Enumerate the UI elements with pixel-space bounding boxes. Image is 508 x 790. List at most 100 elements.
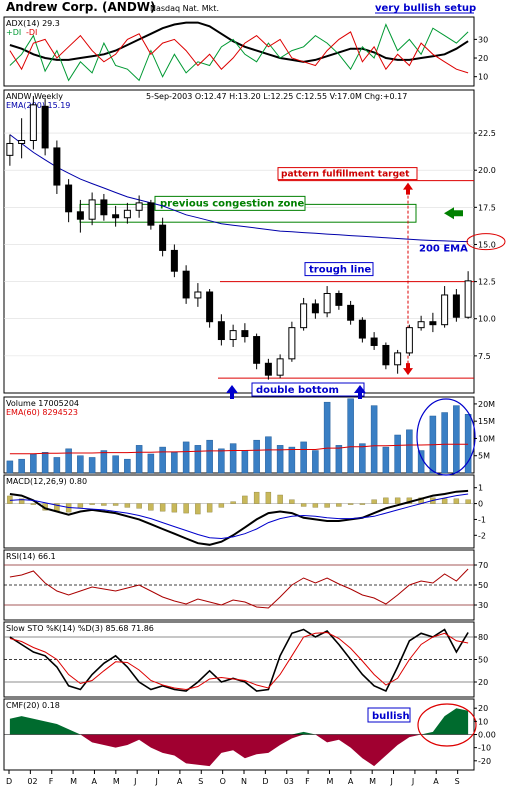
y-tick-label: 0	[478, 500, 483, 509]
volume-bar	[453, 405, 460, 474]
x-tick-label: M	[369, 777, 376, 786]
candle-body	[76, 211, 84, 220]
candle-body	[206, 291, 214, 323]
candle-body	[65, 184, 73, 213]
candle-body	[241, 330, 249, 338]
volume-bar	[370, 405, 378, 474]
volume-bar	[88, 457, 96, 474]
x-tick-label: A	[348, 777, 354, 786]
adx-header: ADX(14) 29.3	[6, 19, 60, 28]
candle-body	[441, 294, 449, 326]
price-ema-legend: EMA(200) 15.19	[6, 101, 70, 110]
candle-body	[382, 344, 390, 366]
macd-header: MACD(12,26,9) 0.80	[6, 477, 87, 486]
panel-frame-price	[3, 89, 475, 394]
macd-histogram-bar	[300, 503, 307, 507]
volume-bar	[406, 429, 413, 474]
congestion-zone-label: previous congestion zone	[160, 198, 305, 209]
macd-histogram-bar	[112, 503, 119, 506]
candle-body	[88, 199, 96, 220]
volume-bar	[323, 401, 331, 474]
candle-body	[464, 280, 472, 318]
y-tick-label: 1	[478, 484, 483, 493]
x-tick-label: M	[326, 777, 333, 786]
adx-legend-plus-di: +DI	[6, 28, 21, 37]
y-tick-label: 5M	[478, 452, 490, 461]
y-tick-label: 30	[478, 35, 488, 44]
candle-body	[123, 209, 131, 219]
y-tick-label: 10	[478, 73, 488, 82]
exchange-label: Nasdaq Nat. Mkt.	[150, 4, 219, 13]
cmf-highlight-ellipse	[417, 703, 477, 747]
volume-bar	[194, 445, 202, 474]
double-bottom-arrow-left	[226, 385, 238, 399]
cmf-negative-area	[9, 734, 469, 767]
macd-histogram-bar	[18, 498, 25, 504]
macd-histogram-bar	[347, 503, 354, 505]
candle-body	[194, 291, 202, 299]
target-arrow-down	[403, 363, 413, 376]
trough-label-box	[304, 262, 374, 277]
x-tick-label: O	[220, 777, 226, 786]
macd-histogram-bar	[253, 491, 260, 504]
y-tick-label: -1	[478, 515, 486, 524]
cmf-header: CMF(20) 0.18	[6, 701, 60, 710]
candle-body	[300, 303, 308, 329]
y-tick-label: -20	[478, 757, 491, 766]
volume-bar	[300, 441, 307, 474]
candle-body	[112, 214, 120, 219]
candle-body	[41, 105, 49, 149]
chart-title: Andrew Corp. (ANDW)	[6, 0, 156, 14]
candle-body	[229, 330, 237, 341]
macd-histogram-bar	[7, 495, 13, 504]
macd-histogram-bar	[218, 503, 225, 508]
macd-histogram-bar	[383, 497, 389, 504]
trough-line-label: trough line	[309, 265, 371, 276]
x-tick-label: D	[6, 777, 12, 786]
candle-body	[347, 304, 355, 321]
macd-macd-line	[9, 489, 469, 546]
y-tick-label: 20	[478, 704, 488, 713]
x-tick-label: 03	[284, 777, 294, 786]
volume-bar	[417, 450, 425, 474]
volume-bar	[65, 448, 72, 474]
macd-histogram-bar	[230, 501, 236, 504]
panel-frame-volume	[3, 396, 475, 474]
y-tick-label: 20.0	[478, 166, 496, 175]
candle-body	[135, 202, 143, 211]
ema200-line	[9, 134, 469, 243]
candle-body	[147, 202, 155, 226]
volume-bar	[77, 455, 84, 474]
macd-histogram-bar	[394, 497, 401, 504]
macd-histogram-bar	[148, 503, 154, 511]
volume-bar	[253, 439, 260, 474]
x-tick-label: J	[411, 777, 414, 786]
y-tick-label: -10	[478, 744, 491, 753]
volume-ema-line	[9, 443, 469, 455]
adx-series-di-line	[9, 23, 469, 82]
candle-body	[311, 303, 319, 314]
macd-histogram-bar	[465, 499, 471, 504]
volume-bar	[100, 450, 108, 474]
volume-bar	[182, 441, 190, 474]
volume-bar	[241, 450, 249, 474]
x-tick-label: N	[241, 777, 247, 786]
y-tick-label: 17.5	[478, 203, 496, 212]
macd-histogram-bar	[159, 503, 166, 512]
volume-bar	[441, 412, 448, 474]
macd-histogram-bar	[183, 503, 189, 514]
double-bottom-label: double bottom	[256, 385, 339, 396]
volume-bar	[206, 439, 213, 474]
volume-bar	[218, 448, 225, 474]
candle-body	[358, 319, 366, 339]
x-tick-label: S	[198, 777, 203, 786]
x-tick-label: A	[433, 777, 439, 786]
y-tick-label: 70	[478, 561, 488, 570]
volume-ema-legend: EMA(60) 8294523	[6, 408, 78, 417]
volume-bar	[18, 458, 25, 474]
setup-label: very bullish setup	[375, 3, 476, 14]
candle-body	[18, 140, 26, 144]
